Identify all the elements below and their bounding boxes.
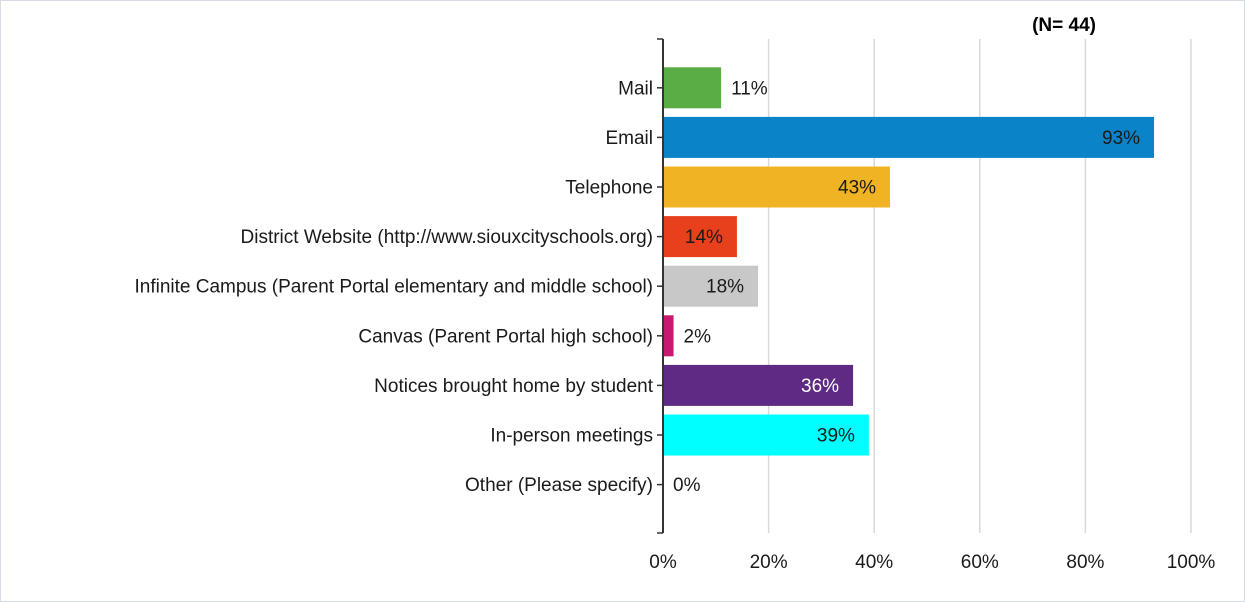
bar	[663, 166, 891, 208]
gridlines	[767, 39, 1192, 533]
x-tick-label: 20%	[750, 552, 788, 573]
category-label: In-person meetings	[490, 426, 653, 447]
data-label: 39%	[817, 426, 855, 447]
category-label: Canvas (Parent Portal high school)	[358, 326, 653, 347]
category-label: Telephone	[565, 178, 653, 199]
data-labels: 11% 93% 43% 14% 18% 2% 36% 39% 0%	[673, 78, 1140, 496]
category-labels: Mail Email Telephone District Website (http…	[134, 78, 653, 496]
bar	[663, 216, 737, 258]
bar	[663, 364, 854, 406]
bars	[663, 67, 1155, 456]
data-label: 93%	[1102, 128, 1140, 149]
bar	[663, 315, 674, 357]
y-axis	[657, 38, 664, 534]
data-label: 36%	[801, 376, 839, 397]
category-label: Notices brought home by student	[374, 376, 654, 397]
x-axis-tick-labels: 0% 20% 40% 60% 80% 100%	[649, 552, 1215, 573]
bar	[663, 414, 869, 456]
data-label: 14%	[685, 227, 723, 248]
bar	[663, 265, 759, 307]
x-tick-label: 40%	[855, 552, 893, 573]
x-tick-label: 100%	[1167, 552, 1216, 573]
category-label: Other (Please specify)	[465, 475, 653, 496]
data-label: 43%	[838, 178, 876, 199]
bar	[663, 116, 1155, 158]
x-tick-label: 0%	[649, 552, 677, 573]
data-label: 11%	[731, 78, 768, 99]
category-label: Email	[605, 128, 653, 149]
x-tick-label: 60%	[961, 552, 999, 573]
category-label: District Website (http://www.siouxcitysc…	[241, 227, 654, 248]
category-label: Mail	[618, 78, 653, 99]
data-label: 0%	[673, 475, 701, 496]
data-label: 2%	[684, 326, 712, 347]
x-tick-label: 80%	[1066, 552, 1104, 573]
data-label: 18%	[706, 277, 744, 298]
sample-size-label: (N= 44)	[1032, 15, 1096, 36]
bar	[663, 67, 722, 109]
category-label: Infinite Campus (Parent Portal elementar…	[134, 277, 653, 298]
